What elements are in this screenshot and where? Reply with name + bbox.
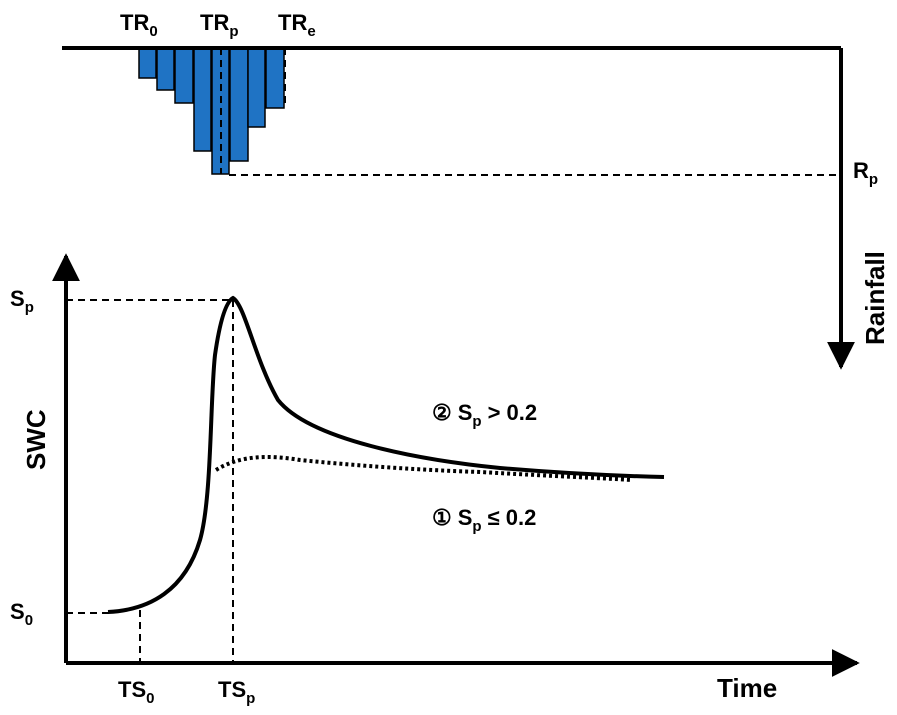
trp-label: TRp (200, 10, 239, 40)
rainfall-bar (174, 47, 194, 104)
tsp-label: TSp (218, 677, 255, 707)
rainfall-bars (138, 47, 285, 175)
sp-label: Sp (10, 286, 34, 316)
rainfall-axis-label: Rainfall (860, 251, 890, 345)
time-axis-label: Time (717, 673, 777, 703)
rainfall-bar (193, 47, 212, 152)
ts0-label: TS0 (118, 677, 154, 707)
swc-chart: SWC Time Sp S0 TS0 TSp ② Sp > 0.2 ① Sp ≤ 0.2 (10, 253, 860, 707)
rainfall-bar (265, 47, 285, 109)
rainfall-hyetograph: TR0 TRp TRe Rp Rainfall (62, 10, 890, 370)
high-condition-label: ② Sp > 0.2 (432, 400, 537, 430)
rainfall-bar (229, 47, 249, 162)
swc-curve-high (107, 295, 665, 614)
rp-label: Rp (853, 158, 878, 188)
s0-label: S0 (10, 599, 33, 629)
rainfall-bar (247, 47, 266, 128)
tre-label: TRe (278, 10, 316, 40)
swc-axis-label: SWC (21, 409, 51, 470)
rainfall-bar (156, 47, 175, 91)
rainfall-bar (138, 47, 157, 79)
low-condition-label: ① Sp ≤ 0.2 (432, 505, 536, 535)
swc-curve-low (214, 455, 633, 482)
tr0-label: TR0 (120, 10, 158, 40)
